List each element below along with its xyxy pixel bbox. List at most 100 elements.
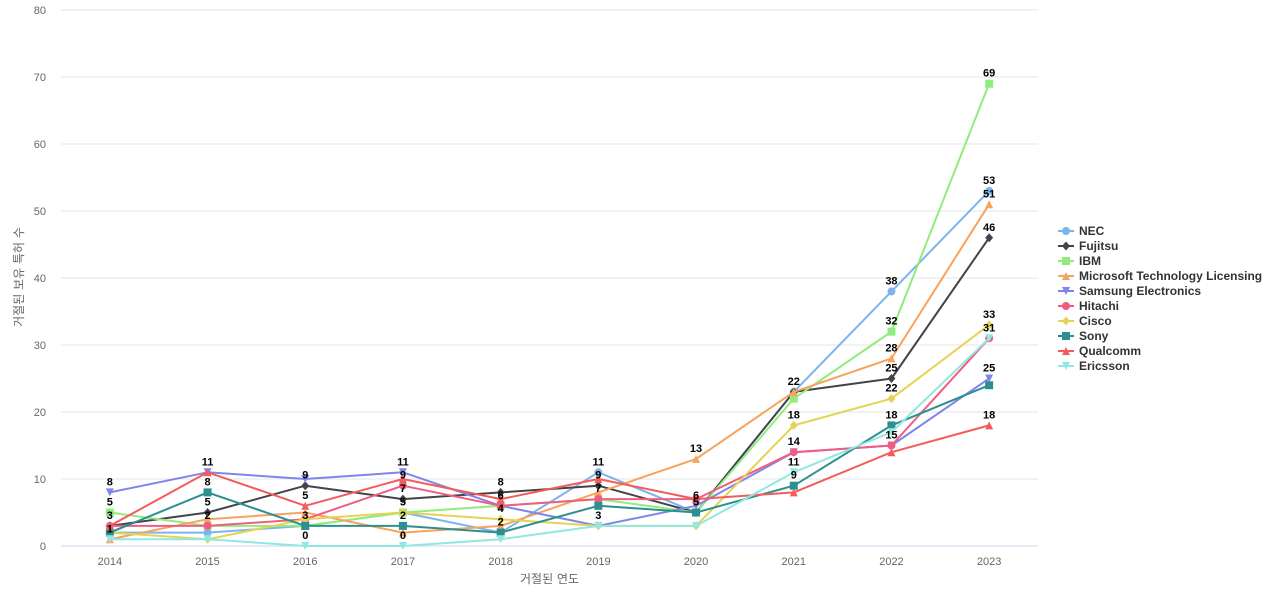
- legend-item-cisco[interactable]: Cisco: [1058, 314, 1112, 328]
- legend-marker: [1062, 302, 1070, 310]
- legend-item-samsung-electronics[interactable]: Samsung Electronics: [1058, 284, 1201, 298]
- data-point-microsoft-technology-licensing: [301, 508, 310, 517]
- data-point-samsung-electronics: [398, 468, 407, 477]
- legend-marker: [1062, 227, 1070, 235]
- data-point-microsoft-technology-licensing: [692, 454, 701, 463]
- data-point-sony: [789, 481, 798, 490]
- data-label: 9: [400, 470, 406, 482]
- data-point-qualcomm: [594, 475, 603, 483]
- data-point-fujitsu: [887, 374, 896, 383]
- y-tick-label: 20: [34, 407, 46, 419]
- series-qualcomm: [105, 421, 994, 530]
- data-point-sony: [594, 501, 603, 510]
- series-lines: [105, 79, 994, 550]
- data-point-hitachi: [594, 495, 603, 504]
- data-point-qualcomm: [398, 475, 407, 483]
- series-line-fujitsu: [109, 237, 990, 527]
- legend-marker: [1062, 241, 1070, 251]
- data-label: 3: [595, 510, 601, 522]
- data-point-qualcomm: [789, 488, 798, 497]
- x-tick-label: 2016: [293, 556, 317, 568]
- data-label: 5: [400, 497, 406, 509]
- y-tick-label: 70: [34, 72, 46, 84]
- x-tick-label: 2014: [98, 556, 122, 568]
- data-point-cisco: [398, 508, 407, 517]
- data-point-ericsson: [301, 542, 310, 550]
- data-point-nec: [203, 528, 212, 537]
- data-point-ibm: [985, 79, 994, 88]
- data-label: 9: [302, 470, 308, 482]
- legend-label: Hitachi: [1079, 299, 1119, 313]
- data-point-nec: [887, 287, 896, 296]
- series-line-cisco: [109, 324, 990, 541]
- data-point-cisco: [887, 394, 896, 404]
- series-samsung-electronics: [105, 374, 994, 530]
- legend-item-ericsson[interactable]: Ericsson: [1058, 359, 1130, 373]
- data-point-qualcomm: [985, 421, 994, 430]
- data-point-sony: [301, 521, 310, 530]
- data-label: 25: [885, 363, 897, 375]
- data-label: 11: [593, 456, 605, 468]
- x-tick-label: 2022: [879, 556, 903, 568]
- data-label: 22: [788, 376, 800, 388]
- x-tick-label: 2023: [977, 556, 1001, 568]
- y-tick-label: 80: [34, 5, 46, 17]
- data-point-samsung-electronics: [692, 501, 701, 510]
- legend-item-sony[interactable]: Sony: [1058, 329, 1109, 343]
- data-point-sony: [398, 521, 407, 530]
- data-point-fujitsu: [203, 508, 212, 517]
- legend-item-fujitsu[interactable]: Fujitsu: [1058, 239, 1118, 253]
- data-point-microsoft-technology-licensing: [789, 387, 798, 396]
- data-label: 8: [498, 476, 504, 488]
- x-tick-label: 2018: [488, 556, 512, 568]
- x-tick-label: 2019: [586, 556, 610, 568]
- data-point-hitachi: [789, 448, 798, 457]
- data-label: 11: [202, 456, 214, 468]
- data-label: 5: [693, 497, 699, 509]
- data-point-nec: [985, 186, 994, 195]
- data-point-cisco: [985, 320, 994, 330]
- x-tick-label: 2017: [391, 556, 415, 568]
- x-tick-label: 2020: [684, 556, 708, 568]
- data-label: 51: [983, 188, 995, 200]
- data-label: 38: [885, 275, 897, 287]
- data-label: 9: [595, 470, 601, 482]
- data-point-microsoft-technology-licensing: [887, 354, 896, 363]
- data-label: 25: [983, 363, 995, 375]
- data-label: 6: [693, 490, 699, 502]
- data-point-fujitsu: [594, 481, 603, 491]
- data-point-ibm: [887, 327, 896, 336]
- data-label: 7: [400, 483, 406, 495]
- data-point-ericsson: [887, 428, 896, 437]
- data-point-sony: [985, 381, 994, 390]
- grid-lines: [61, 9, 1038, 547]
- data-point-samsung-electronics: [985, 374, 994, 383]
- data-label: 0: [400, 530, 406, 542]
- legend-item-microsoft-technology-licensing[interactable]: Microsoft Technology Licensing: [1058, 269, 1262, 283]
- data-point-sony: [692, 508, 701, 517]
- data-point-microsoft-technology-licensing: [594, 488, 603, 497]
- data-point-fujitsu: [398, 494, 407, 504]
- data-label: 9: [791, 470, 797, 482]
- x-tick-label: 2021: [782, 556, 806, 568]
- data-point-nec: [594, 468, 603, 477]
- legend-item-nec[interactable]: NEC: [1058, 224, 1105, 238]
- data-label: 3: [302, 510, 308, 522]
- data-label: 5: [302, 490, 308, 502]
- data-point-qualcomm: [301, 501, 310, 510]
- data-label: 11: [397, 456, 409, 468]
- data-point-cisco: [496, 514, 505, 524]
- legend-item-ibm[interactable]: IBM: [1058, 254, 1101, 268]
- legend-marker: [1062, 287, 1070, 295]
- data-point-hitachi: [496, 501, 505, 510]
- y-axis-title: 거절된 보유 특허 수: [12, 227, 26, 327]
- data-point-fujitsu: [985, 233, 994, 243]
- data-point-ericsson: [692, 521, 701, 530]
- series-line-hitachi: [109, 337, 990, 527]
- data-point-sony: [203, 488, 212, 497]
- data-point-ericsson: [398, 542, 407, 550]
- series-line-ericsson: [109, 337, 990, 547]
- legend-item-hitachi[interactable]: Hitachi: [1058, 299, 1119, 313]
- legend-item-qualcomm[interactable]: Qualcomm: [1058, 344, 1141, 358]
